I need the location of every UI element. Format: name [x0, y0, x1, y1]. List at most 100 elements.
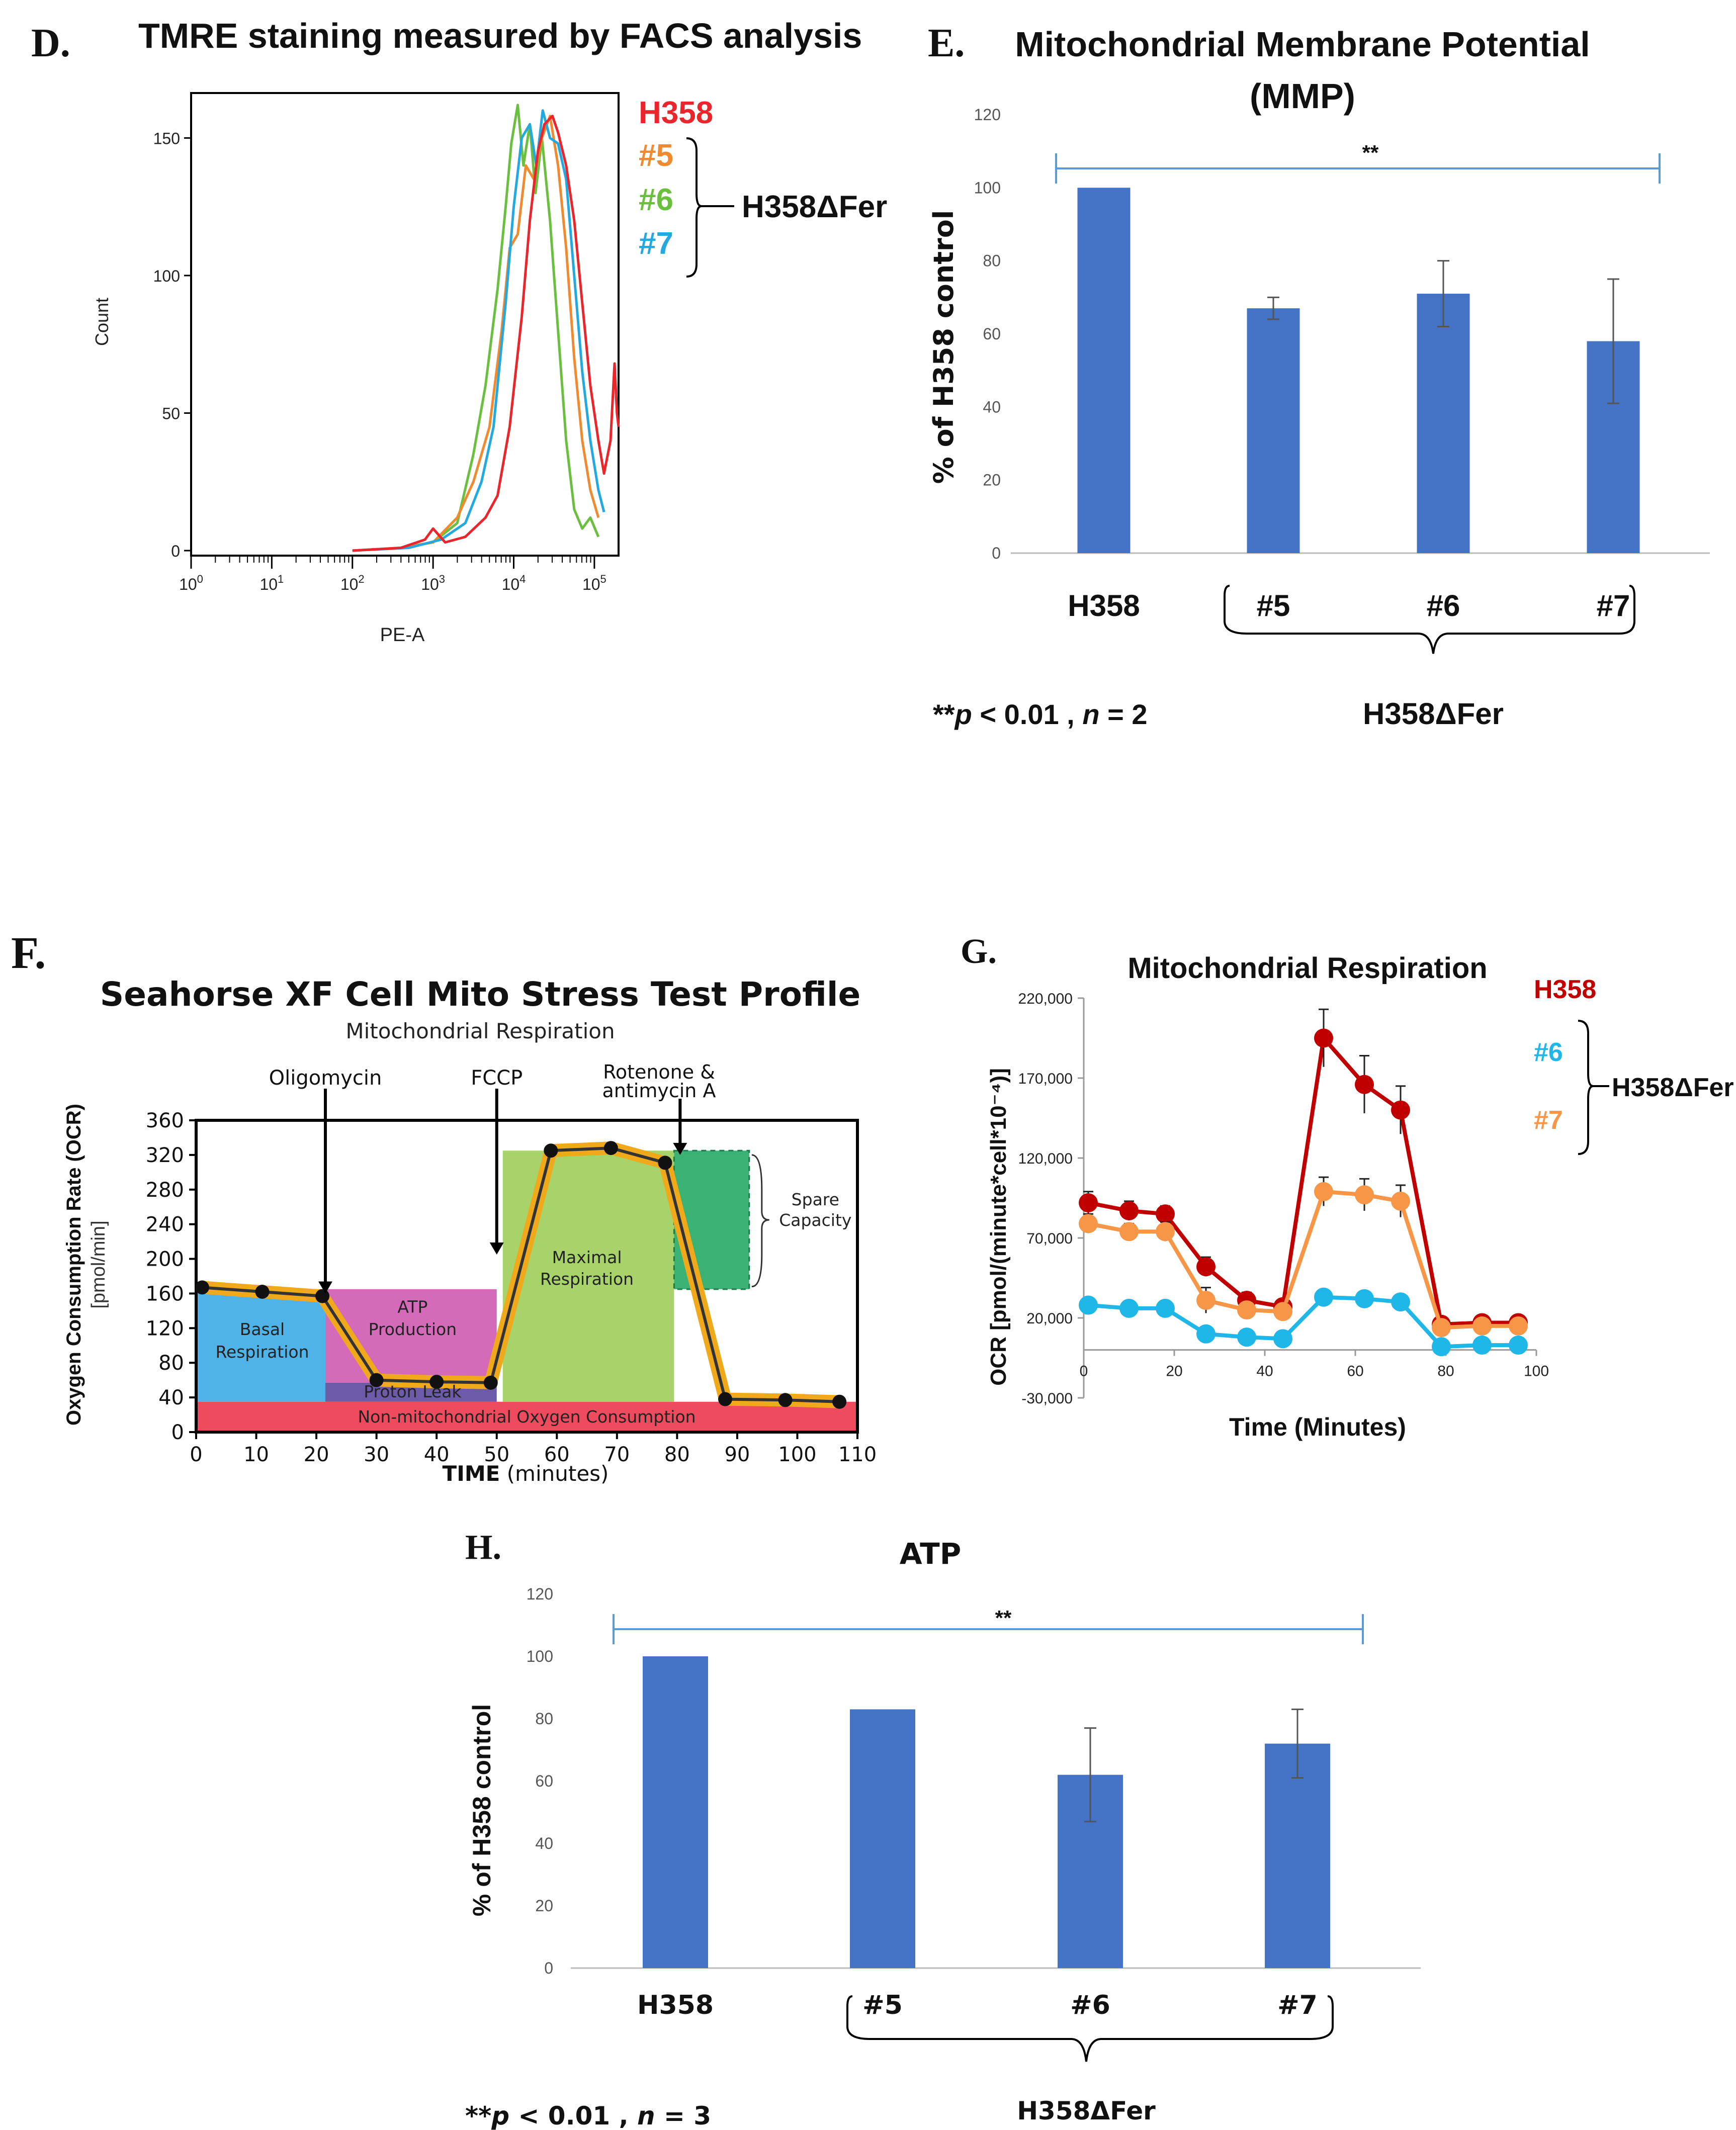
panel-e-footnote-stars: **	[933, 698, 955, 730]
panel-f-trace-line	[202, 1146, 840, 1403]
panel-g-xtick-label: 40	[1256, 1363, 1273, 1380]
panel-f-data-point	[255, 1285, 270, 1299]
panel-h-footnote-stars: **	[465, 2101, 491, 2130]
panel-h-group-label: H358ΔFer	[1017, 2096, 1156, 2125]
panel-d-series-clone-5	[352, 115, 600, 552]
panel-f-xtick-label: 0	[190, 1443, 202, 1466]
panel-e-category-label: #5	[1257, 589, 1290, 623]
panel-f-atp-label-2: Production	[369, 1319, 457, 1339]
panel-g-series-clone-6-point	[1391, 1292, 1410, 1312]
panel-e-ytick-label: 80	[983, 252, 1001, 270]
panel-f-ytick-label: 120	[146, 1317, 184, 1340]
panel-e-ylabel: % of H358 control	[928, 210, 960, 484]
panel-f-subtitle: Mitochondrial Respiration	[345, 1019, 615, 1043]
panel-e-footnote-mid: < 0.01 ,	[972, 698, 1083, 730]
panel-g-ytick-label: -30,000	[1021, 1390, 1073, 1407]
panel-g-series-clone-6-point	[1079, 1295, 1098, 1315]
panel-h-ytick-label: 120	[527, 1585, 553, 1603]
panel-h-category-label: #5	[862, 1990, 903, 2020]
panel-d-xtick-label: 102	[340, 573, 365, 593]
panel-d-xtick-exponent: 0	[197, 573, 203, 585]
panel-f: F. Seahorse XF Cell Mito Stress Test Pro…	[11, 928, 877, 1486]
panel-f-oligomycin-arrow-head	[318, 1281, 333, 1294]
panel-d-title: TMRE staining measured by FACS analysis	[138, 16, 862, 55]
panel-f-data-point	[832, 1394, 847, 1409]
panel-f-oligomycin-label: Oligomycin	[269, 1067, 382, 1090]
panel-g-series-h358-point	[1119, 1201, 1139, 1220]
panel-g-ytick-label: 220,000	[1018, 991, 1073, 1007]
panel-h-footnote-mid: < 0.01 ,	[509, 2101, 637, 2130]
panel-g-group-label: H358ΔFer	[1612, 1073, 1734, 1102]
panel-g-series-h358-point	[1391, 1100, 1410, 1120]
panel-d-xtick-label: 100	[179, 573, 203, 593]
panel-e-group-label: H358ΔFer	[1363, 697, 1504, 731]
panel-f-rotenone-label-2: antimycin A	[602, 1080, 716, 1102]
panel-h-ylabel: % of H358 control	[468, 1704, 496, 1916]
panel-d-group-label: H358ΔFer	[742, 190, 887, 224]
panel-f-basal-region	[196, 1289, 326, 1402]
panel-f-ytick-label: 0	[171, 1421, 184, 1444]
panel-f-nonmito-label: Non-mitochondrial Oxygen Consumption	[358, 1407, 696, 1427]
panel-g-series-clone-7-point	[1355, 1185, 1374, 1205]
panel-e-ytick-label: 20	[983, 471, 1001, 489]
panel-f-nonmito-region	[196, 1401, 857, 1432]
panel-f-xlabel-bold: TIME	[443, 1461, 500, 1486]
panel-d-xtick-base: 10	[259, 575, 278, 593]
panel-g-series-clone-7-point	[1119, 1222, 1139, 1241]
panel-g-series-clone-6-point	[1314, 1287, 1333, 1307]
panel-g-series-h358-point	[1196, 1257, 1216, 1277]
panel-f-xtick-label: 30	[364, 1443, 389, 1466]
panel-g-series-clone-7-point	[1472, 1316, 1492, 1336]
panel-f-ylabel-1: Oxygen Consumption Rate (OCR)	[63, 1104, 85, 1426]
panel-d-xtick-label: 101	[259, 573, 284, 593]
panel-h-ytick-label: 80	[535, 1710, 553, 1728]
panel-g-series-clone-6-point	[1237, 1327, 1256, 1347]
panel-h-ytick-label: 100	[527, 1647, 553, 1665]
panel-e-bar	[1077, 188, 1131, 553]
panel-f-atp-label-1: ATP	[397, 1297, 427, 1316]
panel-h-brace	[846, 1995, 1334, 2062]
panel-g-series-clone-7-point	[1156, 1222, 1175, 1241]
panel-g-ytick-label: 120,000	[1018, 1150, 1073, 1167]
panel-e-footnote: **p < 0.01 , n = 2	[933, 698, 1148, 730]
panel-f-data-point	[315, 1289, 330, 1303]
panel-g-xtick-label: 20	[1166, 1363, 1182, 1380]
panel-e-ytick-label: 40	[983, 398, 1001, 416]
panel-d-xtick-base: 10	[179, 575, 197, 593]
panel-d-xtick-exponent: 5	[600, 573, 606, 585]
panel-d-xtick-base: 10	[340, 575, 359, 593]
panel-f-proton-label: Proton Leak	[364, 1382, 462, 1401]
panel-g-series-h358-point	[1355, 1075, 1374, 1094]
panel-f-data-point	[778, 1393, 793, 1407]
panel-d-legend-h358: H358	[639, 96, 713, 130]
panel-e-ytick-label: 100	[974, 179, 1001, 197]
panel-e-footnote-p: p	[954, 698, 972, 730]
panel-f-spare-brace	[751, 1154, 769, 1288]
panel-h-ytick-label: 40	[535, 1834, 553, 1852]
panel-e-brace	[1224, 585, 1635, 654]
panel-d-xtick-label: 104	[502, 573, 526, 593]
panel-g-ytick-label: 170,000	[1018, 1071, 1073, 1087]
panel-g-xlabel: Time (Minutes)	[1229, 1413, 1406, 1441]
panel-h-category-label: #7	[1277, 1990, 1318, 2020]
panel-f-data-point	[429, 1375, 444, 1389]
panel-d-series-h358	[352, 115, 620, 552]
panel-g-series-clone-7-point	[1509, 1316, 1528, 1336]
panel-h-bars: 0 20 40 60 80 100 120 H358 #5 #6 #7	[527, 1585, 1421, 2020]
panel-h-category-label: H358	[637, 1990, 714, 2020]
panel-f-xtick-label: 60	[544, 1443, 570, 1466]
panel-g-series-clone-6-point	[1472, 1336, 1492, 1355]
panel-e-ytick-label: 60	[983, 325, 1001, 343]
panel-h-bar	[1265, 1743, 1330, 1968]
panel-g-xtick-label: 60	[1347, 1363, 1363, 1380]
panel-f-data-point	[195, 1280, 209, 1295]
panel-f-ytick-label: 240	[146, 1213, 184, 1236]
panel-d-xtick-base: 10	[421, 575, 439, 593]
panel-e-category-label: H358	[1068, 589, 1140, 623]
panel-e-title-line1: Mitochondrial Membrane Potential	[1015, 25, 1590, 64]
panel-g-letter: G.	[961, 932, 997, 971]
panel-d-xtick-exponent: 2	[358, 573, 364, 585]
panel-g-series-clone-6-point	[1355, 1289, 1374, 1308]
panel-h-category-label: #6	[1070, 1990, 1110, 2020]
panel-f-xlabel: TIME (minutes)	[443, 1461, 609, 1486]
